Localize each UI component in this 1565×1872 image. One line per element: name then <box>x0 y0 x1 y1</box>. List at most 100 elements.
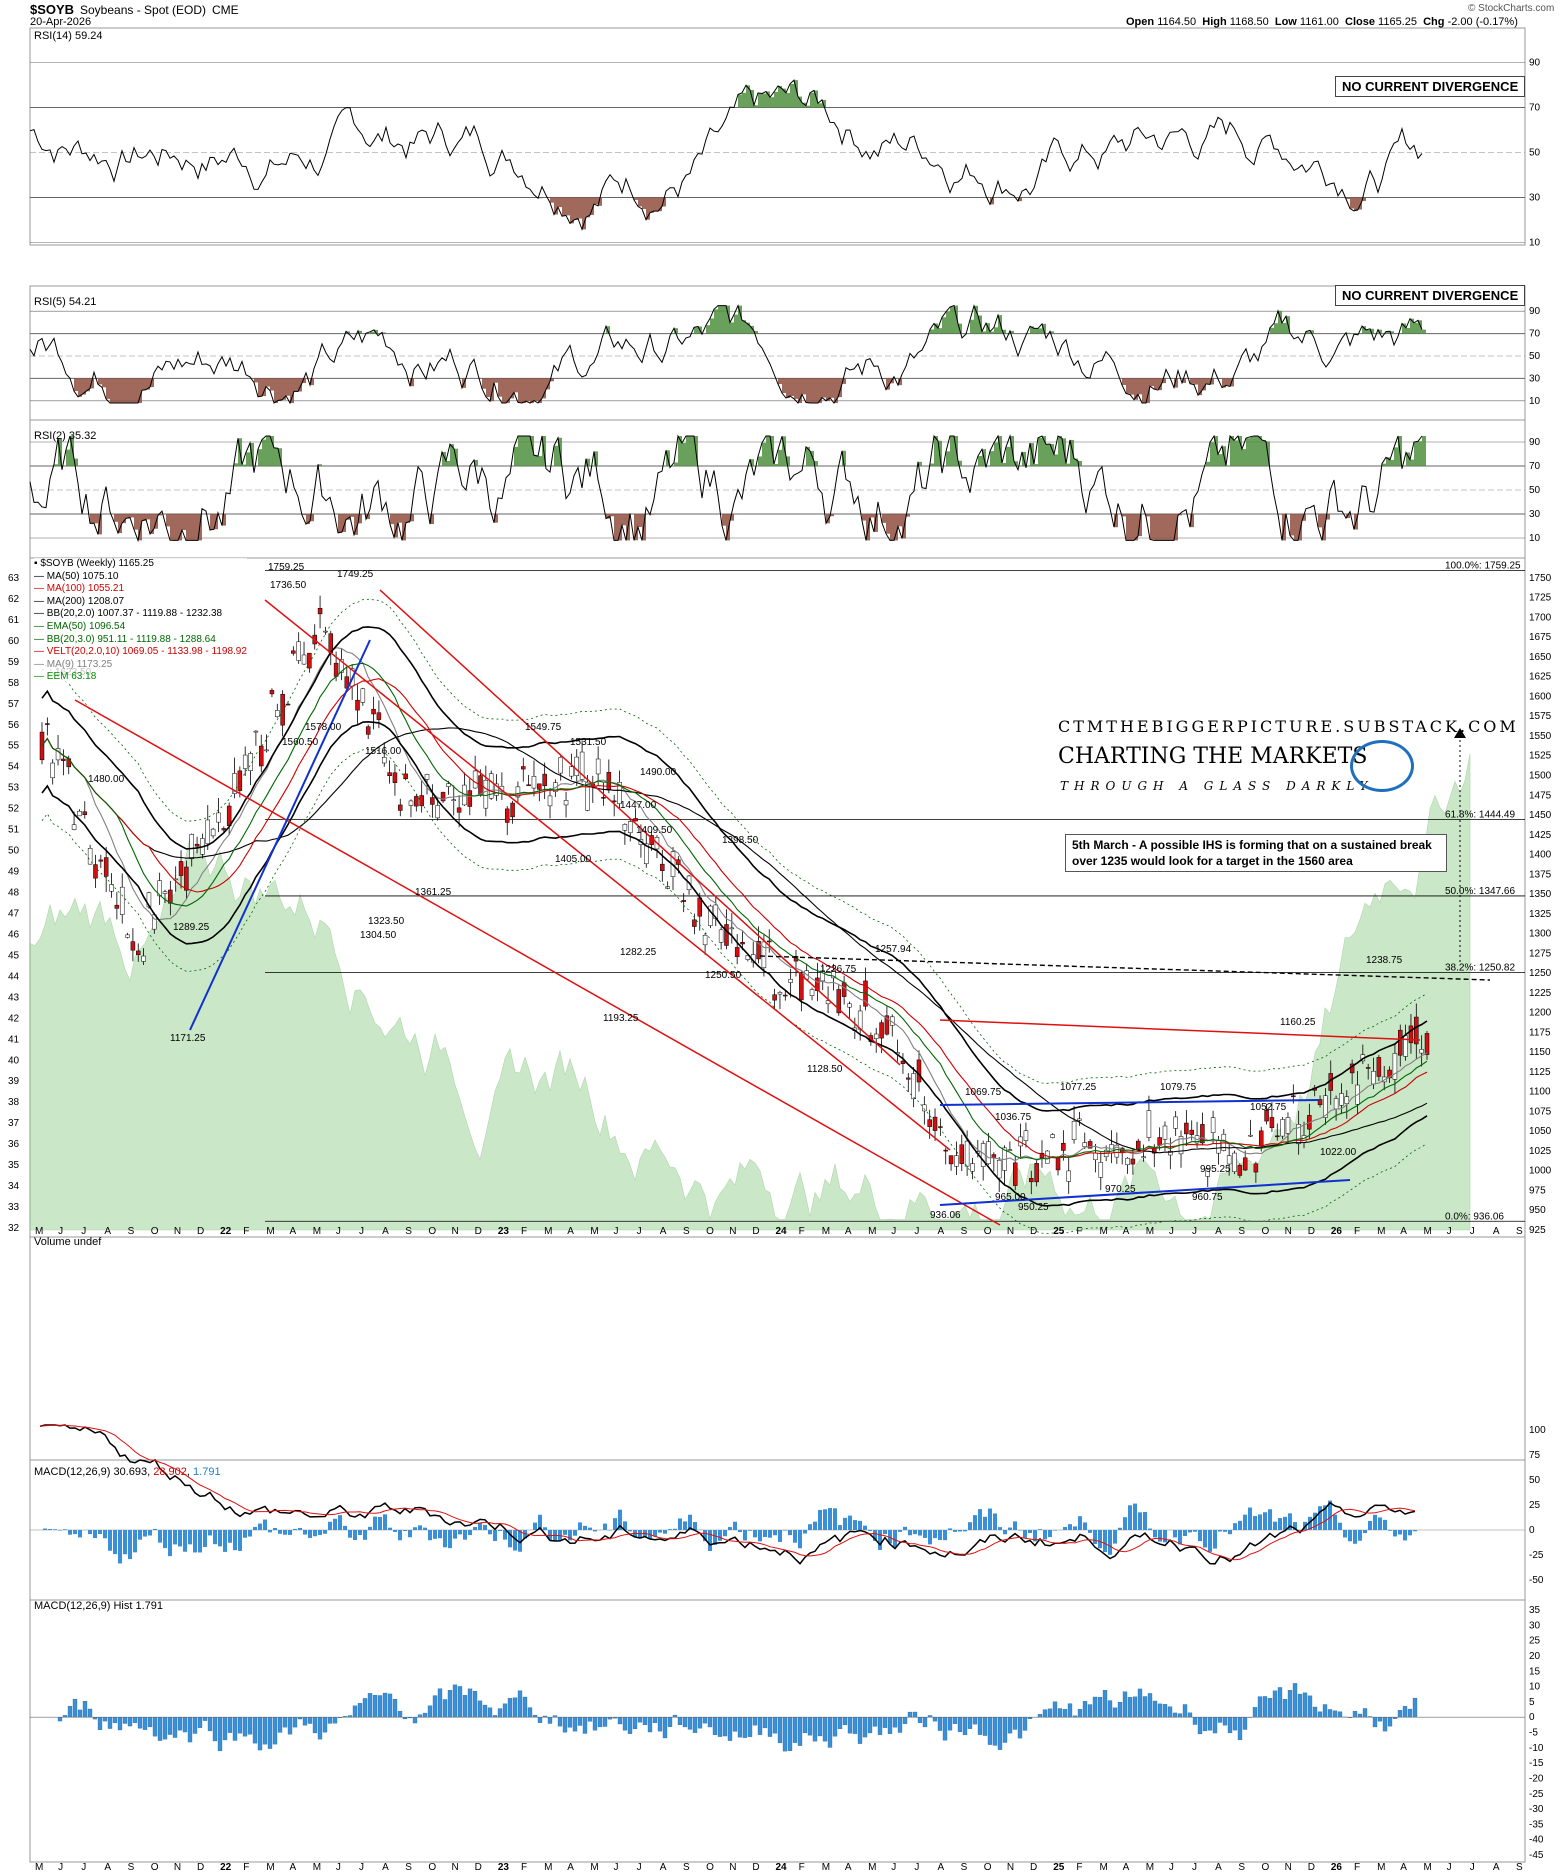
rsi-oversold-fill <box>1358 197 1362 210</box>
rsi-overbought-fill <box>1042 436 1046 466</box>
x-axis-label: 23 <box>498 1862 510 1872</box>
rsi-oversold-fill <box>270 378 274 391</box>
rsi-oversold-fill <box>138 378 142 404</box>
hist-bar <box>487 1707 493 1718</box>
macd-hist-bar <box>1178 1530 1182 1545</box>
macd-hist-bar <box>493 1530 497 1542</box>
macd-hist-bar <box>938 1530 942 1541</box>
macd-hist-bar <box>1088 1530 1092 1533</box>
hist-bar <box>512 1697 518 1718</box>
candle-body <box>1317 1099 1323 1105</box>
rsi-overbought-fill <box>674 462 678 466</box>
candle-body <box>574 756 579 776</box>
macd-tick-label: 25 <box>1529 1500 1541 1511</box>
candle-body <box>264 749 269 752</box>
hist-bar <box>572 1717 578 1732</box>
rsi-oversold-fill <box>1190 514 1194 528</box>
hist-bar <box>1287 1690 1293 1718</box>
candle-body <box>563 800 569 806</box>
candle-body <box>767 940 772 943</box>
rsi-overbought-fill <box>1034 328 1038 334</box>
rsi-overbought-fill <box>742 92 746 108</box>
rsi-overbought-fill <box>474 460 478 466</box>
candle-body <box>414 796 419 807</box>
candle-body <box>258 745 264 767</box>
price-annotation: 1447.00 <box>620 800 657 811</box>
candle-body <box>681 900 686 902</box>
hist-bar <box>292 1717 298 1728</box>
macd-hist-bar <box>1023 1530 1027 1538</box>
macd-hist-bar <box>668 1529 672 1530</box>
candle-body <box>595 758 601 775</box>
rsi-oversold-fill <box>346 514 350 520</box>
macd-hist-bar <box>1083 1522 1087 1530</box>
x-axis-label: N <box>729 1862 736 1872</box>
candle-body <box>451 799 457 801</box>
hist-bar <box>367 1693 373 1718</box>
price-tick-label: 1000 <box>1529 1166 1552 1177</box>
x-axis-label: A <box>660 1226 667 1237</box>
hist-tick-label: 0 <box>1529 1712 1535 1723</box>
rsi-overbought-fill <box>918 461 922 466</box>
rsi-oversold-fill <box>494 514 498 523</box>
macd-hist-bar <box>238 1530 242 1551</box>
macd-hist-bar <box>1413 1530 1417 1532</box>
legend-item: — BB(20,2.0) 1007.37 - 1119.88 - 1232.38 <box>34 608 223 620</box>
rsi-oversold-fill <box>94 514 98 524</box>
hist-bar <box>1402 1706 1408 1718</box>
hist-bar <box>382 1692 388 1718</box>
x-axis-label: M <box>822 1226 830 1237</box>
hist-bar <box>742 1717 748 1738</box>
x-axis-label: F <box>243 1226 249 1237</box>
x-axis-label: F <box>1354 1862 1360 1872</box>
x-axis-label: D <box>1030 1226 1037 1237</box>
candle-body <box>932 1116 938 1131</box>
x-axis-label: D <box>1308 1226 1315 1237</box>
x-axis-label: S <box>683 1226 690 1237</box>
macd-hist-bar <box>1193 1530 1197 1532</box>
candle-body <box>1216 1140 1221 1154</box>
macd-hist-bar <box>388 1527 392 1530</box>
candle-body <box>39 731 45 761</box>
rsi-oversold-fill <box>142 378 146 391</box>
rsi-oversold-fill <box>502 378 506 404</box>
hist-tick-label: 25 <box>1529 1636 1541 1647</box>
hist-bar <box>97 1717 103 1730</box>
rsi-overbought-fill <box>958 323 962 334</box>
candle-body <box>253 730 259 733</box>
macd-hist-bar <box>348 1530 352 1538</box>
x-axis-label: M <box>1423 1226 1431 1237</box>
hist-bar <box>1397 1710 1403 1718</box>
macd-hist-bar <box>1203 1530 1207 1548</box>
candle-body <box>1424 1033 1430 1055</box>
hist-bar <box>132 1717 138 1723</box>
rsi-oversold-fill <box>1218 378 1222 379</box>
hist-bar <box>452 1684 458 1718</box>
macd-hist-bar <box>708 1530 712 1551</box>
hist-bar <box>317 1717 323 1740</box>
rsi-overbought-fill <box>754 331 758 334</box>
rsi-overbought-fill <box>774 91 778 108</box>
candle-body <box>660 863 665 871</box>
macd-hist-bar <box>733 1521 737 1530</box>
candle-body <box>275 710 280 717</box>
rsi-oversold-fill <box>158 514 162 516</box>
hist-bar <box>202 1717 208 1721</box>
macd-hist-bar <box>793 1530 797 1543</box>
hist-bar <box>332 1717 338 1724</box>
hist-bar <box>787 1717 793 1751</box>
macd-hist-bar <box>998 1527 1002 1530</box>
rsi-overbought-fill <box>1078 460 1082 466</box>
eem-tick-label: 59 <box>8 657 20 668</box>
hist-bar <box>57 1717 63 1722</box>
macd-hist-bar <box>498 1530 502 1532</box>
rsi-overbought-fill <box>994 442 998 466</box>
rsi-overbought-fill <box>1262 439 1266 466</box>
hist-bar <box>982 1717 988 1736</box>
macd-hist-bar <box>1198 1530 1202 1542</box>
candle-body <box>644 843 649 865</box>
macd-hist-bar <box>623 1521 627 1530</box>
macd-hist-bar <box>328 1521 332 1530</box>
rsi-overbought-fill <box>514 446 518 466</box>
macd-hist-bar <box>918 1530 922 1536</box>
